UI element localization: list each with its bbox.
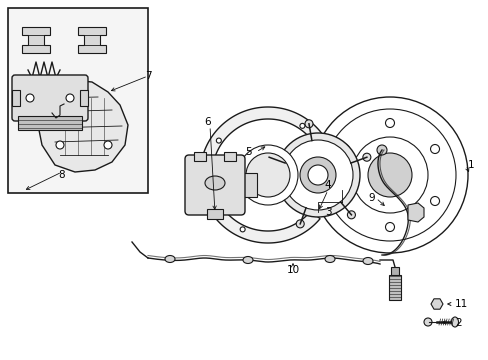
Circle shape xyxy=(311,97,467,253)
Circle shape xyxy=(305,120,312,128)
Circle shape xyxy=(238,145,297,205)
Circle shape xyxy=(346,211,355,219)
FancyBboxPatch shape xyxy=(12,75,88,121)
Text: 11: 11 xyxy=(454,299,468,309)
Ellipse shape xyxy=(450,317,458,327)
Circle shape xyxy=(307,165,327,185)
Circle shape xyxy=(385,118,394,127)
Polygon shape xyxy=(38,80,128,172)
Text: 5: 5 xyxy=(245,147,252,157)
Circle shape xyxy=(296,220,304,228)
Text: 1: 1 xyxy=(467,160,474,170)
Circle shape xyxy=(240,227,244,232)
Circle shape xyxy=(324,109,455,241)
Polygon shape xyxy=(22,27,50,53)
Ellipse shape xyxy=(164,256,175,262)
Text: 4: 4 xyxy=(324,180,331,190)
Circle shape xyxy=(216,138,221,143)
Circle shape xyxy=(362,153,370,161)
Circle shape xyxy=(351,137,427,213)
Text: 8: 8 xyxy=(59,170,65,180)
Circle shape xyxy=(433,301,439,307)
Circle shape xyxy=(340,144,349,153)
Bar xyxy=(8,8,148,193)
Circle shape xyxy=(275,133,359,217)
Text: 3: 3 xyxy=(324,207,331,217)
Ellipse shape xyxy=(243,256,252,264)
Polygon shape xyxy=(407,203,423,222)
Circle shape xyxy=(429,144,439,153)
Circle shape xyxy=(385,222,394,231)
Bar xyxy=(224,152,236,161)
Circle shape xyxy=(423,318,431,326)
Polygon shape xyxy=(200,107,329,243)
Bar xyxy=(206,209,223,219)
Text: 10: 10 xyxy=(286,265,299,275)
Bar xyxy=(80,90,88,106)
Circle shape xyxy=(66,94,74,102)
Circle shape xyxy=(26,94,34,102)
Bar xyxy=(194,152,205,161)
Text: 9: 9 xyxy=(368,193,375,203)
Text: 7: 7 xyxy=(144,71,151,81)
Circle shape xyxy=(376,145,386,155)
Bar xyxy=(390,267,398,275)
Circle shape xyxy=(56,141,64,149)
Bar xyxy=(18,116,82,130)
Circle shape xyxy=(283,140,352,210)
Polygon shape xyxy=(430,299,442,309)
Ellipse shape xyxy=(325,256,334,262)
Ellipse shape xyxy=(362,257,372,265)
FancyBboxPatch shape xyxy=(184,155,244,215)
Circle shape xyxy=(367,153,411,197)
Text: 6: 6 xyxy=(204,117,211,127)
Ellipse shape xyxy=(204,176,224,190)
Bar xyxy=(12,90,20,106)
Circle shape xyxy=(429,197,439,206)
Bar xyxy=(239,173,257,197)
Text: 2: 2 xyxy=(454,318,461,328)
Circle shape xyxy=(299,157,335,193)
Circle shape xyxy=(245,153,289,197)
Circle shape xyxy=(104,141,112,149)
Circle shape xyxy=(264,153,273,161)
Polygon shape xyxy=(78,27,106,53)
Bar xyxy=(388,275,400,300)
Circle shape xyxy=(299,123,305,129)
